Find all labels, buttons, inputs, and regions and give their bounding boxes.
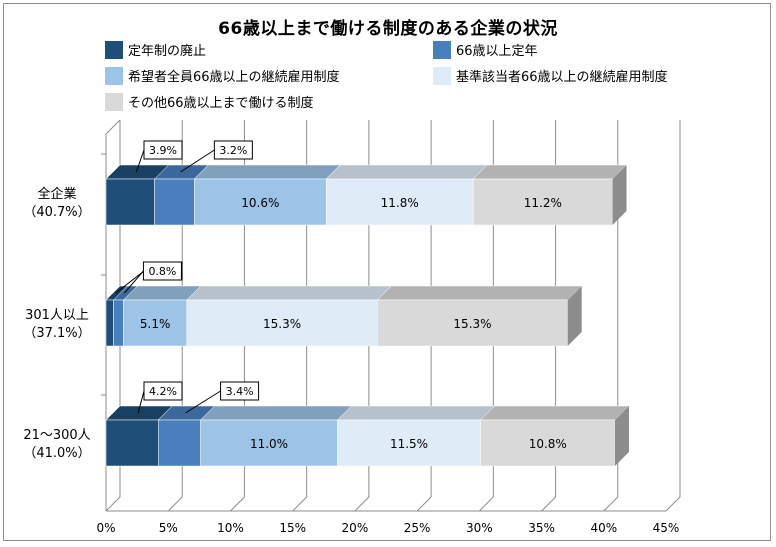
legend-swatch-criteria-based: [433, 66, 451, 85]
bar-segment-top: [472, 164, 628, 180]
floor-gridline: [416, 496, 432, 512]
x-tick-label: 15%: [279, 521, 306, 535]
bar-segment: [377, 299, 568, 347]
data-label: 15.3%: [453, 317, 491, 331]
data-label-leader: [124, 270, 144, 294]
data-label: 11.8%: [381, 196, 419, 210]
x-tick-label: 45%: [653, 521, 680, 535]
data-label: 4.2%: [149, 385, 177, 398]
axis-left-wall: [105, 119, 121, 135]
legend-item-abolition: 定年制の廃止: [105, 40, 206, 59]
data-label-box: [143, 381, 183, 401]
data-label: 10.6%: [241, 196, 279, 210]
legend-label-other: その他66歳以上まで働ける制度: [128, 96, 314, 111]
bar-side-face: [614, 406, 629, 466]
legend-item-criteria-based: 基準該当者66歳以上の継続雇用制度: [433, 66, 668, 85]
floor-gridline: [665, 496, 681, 512]
category-label: （40.7%）: [23, 205, 90, 220]
data-label-box: [143, 140, 183, 160]
legend-label-abolition: 定年制の廃止: [128, 44, 207, 59]
floor-gridline: [230, 496, 245, 512]
bar-segment-top: [479, 405, 630, 421]
bar-side-face: [612, 165, 627, 225]
floor-gridline: [354, 496, 370, 512]
bar-segment: [105, 299, 114, 347]
legend-item-all-applicants: 希望者全員66歳以上の継続雇用制度: [105, 66, 340, 85]
bar-segment: [326, 178, 474, 226]
bar-segment: [123, 299, 188, 347]
floor-gridline: [603, 496, 619, 512]
legend-swatch-abolition: [105, 40, 123, 59]
floor-gridline: [478, 496, 494, 512]
data-label-box: [142, 261, 182, 281]
bar-segment: [158, 419, 201, 467]
data-label: 15.3%: [263, 317, 301, 331]
data-label-leader: [135, 149, 145, 173]
data-label: 5.1%: [140, 317, 171, 331]
bar-segment: [472, 178, 613, 226]
x-tick-label: 20%: [342, 521, 369, 535]
category-label: （37.1%）: [23, 326, 90, 341]
x-tick-label: 10%: [217, 521, 244, 535]
bar-segment: [105, 419, 159, 467]
x-tick-label: 25%: [404, 521, 431, 535]
data-label-leader: [180, 149, 215, 173]
floor-gridline: [105, 496, 121, 512]
bar-segment: [337, 419, 481, 467]
legend-label-criteria-based: 基準該当者66歳以上の継続雇用制度: [456, 70, 668, 85]
x-tick-label: 40%: [590, 521, 617, 535]
data-label-leader: [137, 390, 145, 414]
bar-segment: [186, 299, 378, 347]
chart-title: 66歳以上まで働ける制度のある企業の状況: [218, 19, 558, 39]
bar-segment: [194, 178, 327, 226]
data-label-leader: [185, 390, 221, 414]
category-label: 全企業: [37, 186, 76, 202]
bar-segment: [154, 178, 195, 226]
data-label-box: [220, 381, 260, 401]
bar-segment-top: [376, 285, 583, 301]
data-label: 10.8%: [529, 437, 567, 451]
category-label: 21～300人: [23, 428, 90, 443]
legend-label-retirement-66: 66歳以上定年: [456, 44, 538, 59]
bar-segment-top: [199, 405, 353, 421]
category-label: （41.0%）: [23, 446, 90, 461]
x-tick-label: 5%: [159, 521, 178, 535]
bar-segment-top: [186, 285, 392, 301]
data-label: 3.4%: [226, 385, 254, 398]
bar-segment-top: [336, 405, 496, 421]
bar-segment: [105, 178, 155, 226]
bar-segment-top: [193, 164, 341, 180]
bar-segment: [113, 299, 124, 347]
legend-item-other: その他66歳以上まで働ける制度: [105, 92, 314, 111]
legend-swatch-retirement-66: [433, 40, 451, 59]
x-tick-label: 0%: [96, 521, 115, 535]
category-label: 301人以上: [25, 308, 89, 323]
data-label: 3.9%: [149, 144, 177, 157]
data-label-leader: [115, 270, 145, 294]
legend-label-all-applicants: 希望者全員66歳以上の継続雇用制度: [128, 70, 340, 85]
legend-item-retirement-66: 66歳以上定年: [433, 40, 538, 59]
floor-gridline: [292, 496, 308, 512]
floor-gridline: [541, 496, 556, 512]
legend-swatch-other: [105, 92, 123, 111]
data-label: 3.2%: [219, 144, 247, 157]
x-tick-label: 35%: [528, 521, 555, 535]
bar-segment-top: [325, 164, 488, 180]
data-label: 11.0%: [250, 437, 288, 451]
bar-segment: [480, 419, 616, 467]
data-label: 11.2%: [524, 196, 562, 210]
legend-swatch-all-applicants: [105, 66, 123, 85]
data-label-box: [213, 140, 253, 160]
floor-gridline: [167, 496, 183, 512]
bar-side-face: [567, 286, 582, 346]
data-label: 11.5%: [390, 437, 428, 451]
data-label: 0.8%: [148, 265, 176, 278]
x-tick-label: 30%: [466, 521, 493, 535]
bar-segment: [200, 419, 338, 467]
